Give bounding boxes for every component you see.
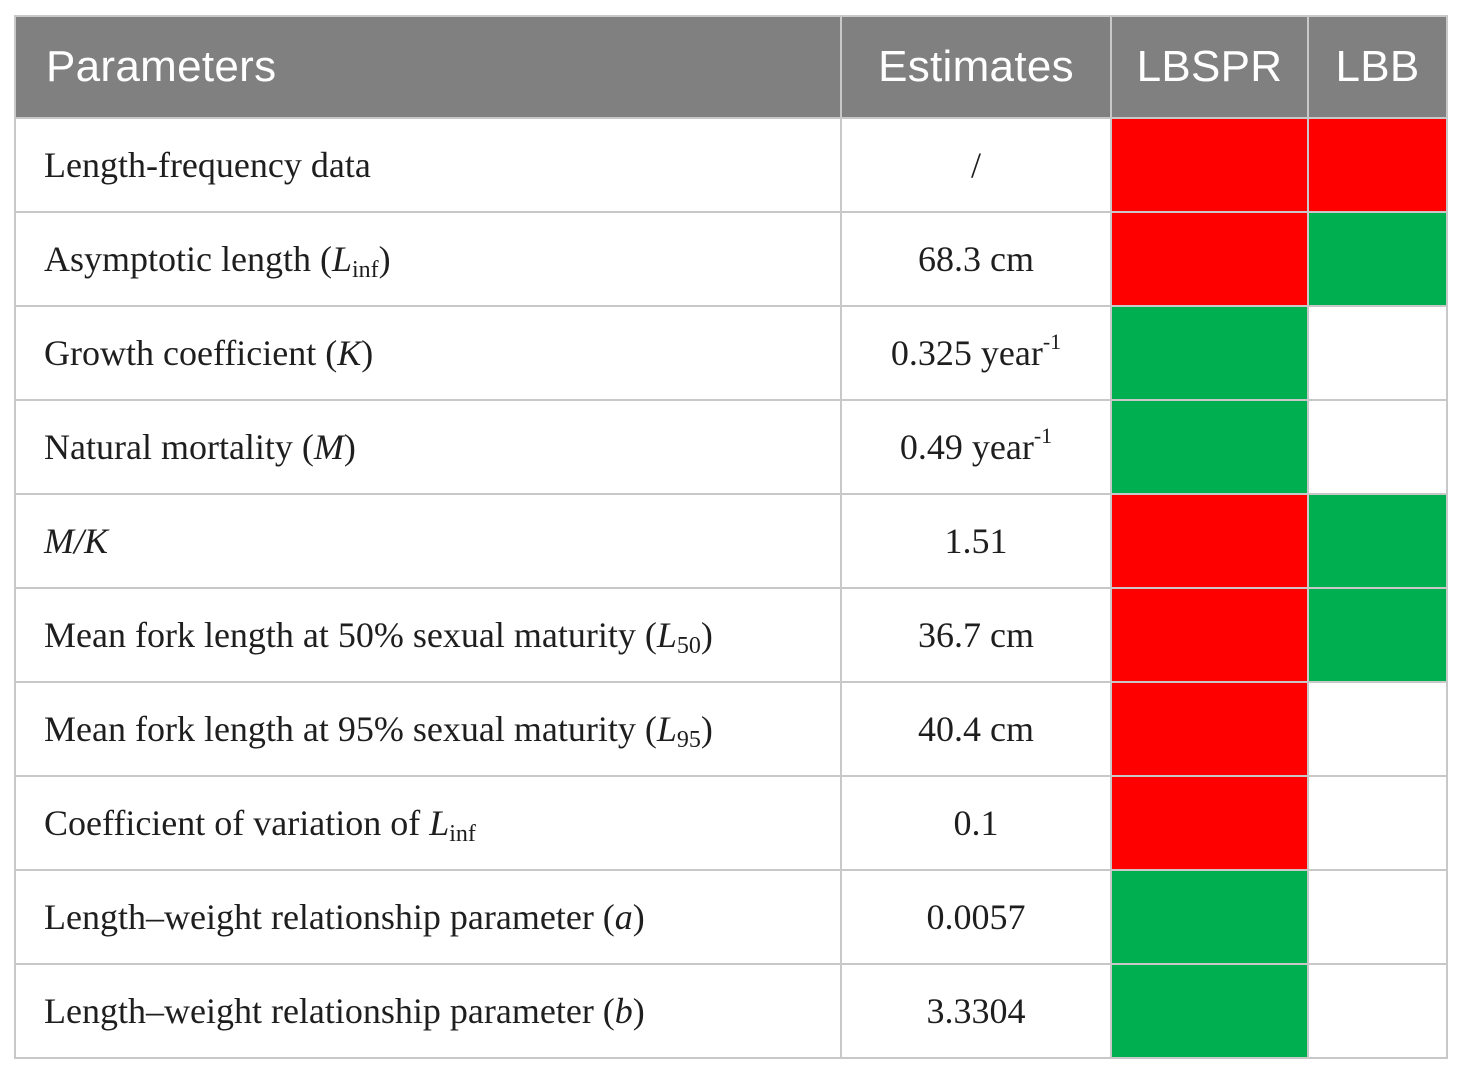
table-row: Asymptotic length (Linf) 68.3 cm xyxy=(14,211,1448,307)
table-row: Length–weight relationship parameter (a)… xyxy=(14,869,1448,965)
parameter-name: M/K xyxy=(14,493,842,589)
lbspr-cell xyxy=(1110,963,1309,1059)
lbspr-cell xyxy=(1110,211,1309,307)
table-body: Length-frequency data / Asymptotic lengt… xyxy=(14,117,1448,1059)
parameter-name: Mean fork length at 95% sexual maturity … xyxy=(14,681,842,777)
lbspr-cell xyxy=(1110,399,1309,495)
parameter-name: Length–weight relationship parameter (a) xyxy=(14,869,842,965)
table-row: Growth coefficient (K) 0.325 year-1 xyxy=(14,305,1448,401)
lbspr-cell xyxy=(1110,681,1309,777)
lbspr-cell xyxy=(1110,117,1309,213)
lbb-cell xyxy=(1307,775,1448,871)
table-row: Mean fork length at 95% sexual maturity … xyxy=(14,681,1448,777)
parameter-name: Length–weight relationship parameter (b) xyxy=(14,963,842,1059)
lbb-cell xyxy=(1307,963,1448,1059)
lbb-cell xyxy=(1307,869,1448,965)
lbb-cell xyxy=(1307,681,1448,777)
table-row: Natural mortality (M) 0.49 year-1 xyxy=(14,399,1448,495)
lbspr-cell xyxy=(1110,305,1309,401)
lbb-cell xyxy=(1307,211,1448,307)
estimate-value: 3.3304 xyxy=(840,963,1112,1059)
header-parameters: Parameters xyxy=(14,15,842,119)
table-row: Length–weight relationship parameter (b)… xyxy=(14,963,1448,1059)
parameter-name: Coefficient of variation of Linf xyxy=(14,775,842,871)
estimate-value: 0.49 year-1 xyxy=(840,399,1112,495)
lbspr-cell xyxy=(1110,775,1309,871)
lbb-cell xyxy=(1307,305,1448,401)
estimate-value: / xyxy=(840,117,1112,213)
table-row: Coefficient of variation of Linf 0.1 xyxy=(14,775,1448,871)
parameter-name: Asymptotic length (Linf) xyxy=(14,211,842,307)
parameters-table: Parameters Estimates LBSPR LBB Length-fr… xyxy=(14,15,1448,1059)
lbb-cell xyxy=(1307,117,1448,213)
lbb-cell xyxy=(1307,493,1448,589)
table-row: M/K 1.51 xyxy=(14,493,1448,589)
lbspr-cell xyxy=(1110,587,1309,683)
estimate-value: 0.0057 xyxy=(840,869,1112,965)
estimate-value: 0.1 xyxy=(840,775,1112,871)
table-row: Mean fork length at 50% sexual maturity … xyxy=(14,587,1448,683)
estimate-value: 40.4 cm xyxy=(840,681,1112,777)
estimate-value: 0.325 year-1 xyxy=(840,305,1112,401)
lbspr-cell xyxy=(1110,493,1309,589)
parameter-name: Mean fork length at 50% sexual maturity … xyxy=(14,587,842,683)
estimate-value: 68.3 cm xyxy=(840,211,1112,307)
estimate-value: 1.51 xyxy=(840,493,1112,589)
header-lbspr: LBSPR xyxy=(1110,15,1309,119)
parameter-name: Length-frequency data xyxy=(14,117,842,213)
parameter-name: Growth coefficient (K) xyxy=(14,305,842,401)
table-header: Parameters Estimates LBSPR LBB xyxy=(14,15,1448,119)
lbspr-cell xyxy=(1110,869,1309,965)
table-row: Length-frequency data / xyxy=(14,117,1448,213)
header-estimates: Estimates xyxy=(840,15,1112,119)
lbb-cell xyxy=(1307,399,1448,495)
estimate-value: 36.7 cm xyxy=(840,587,1112,683)
parameter-name: Natural mortality (M) xyxy=(14,399,842,495)
header-row: Parameters Estimates LBSPR LBB xyxy=(14,15,1448,119)
lbb-cell xyxy=(1307,587,1448,683)
header-lbb: LBB xyxy=(1307,15,1448,119)
